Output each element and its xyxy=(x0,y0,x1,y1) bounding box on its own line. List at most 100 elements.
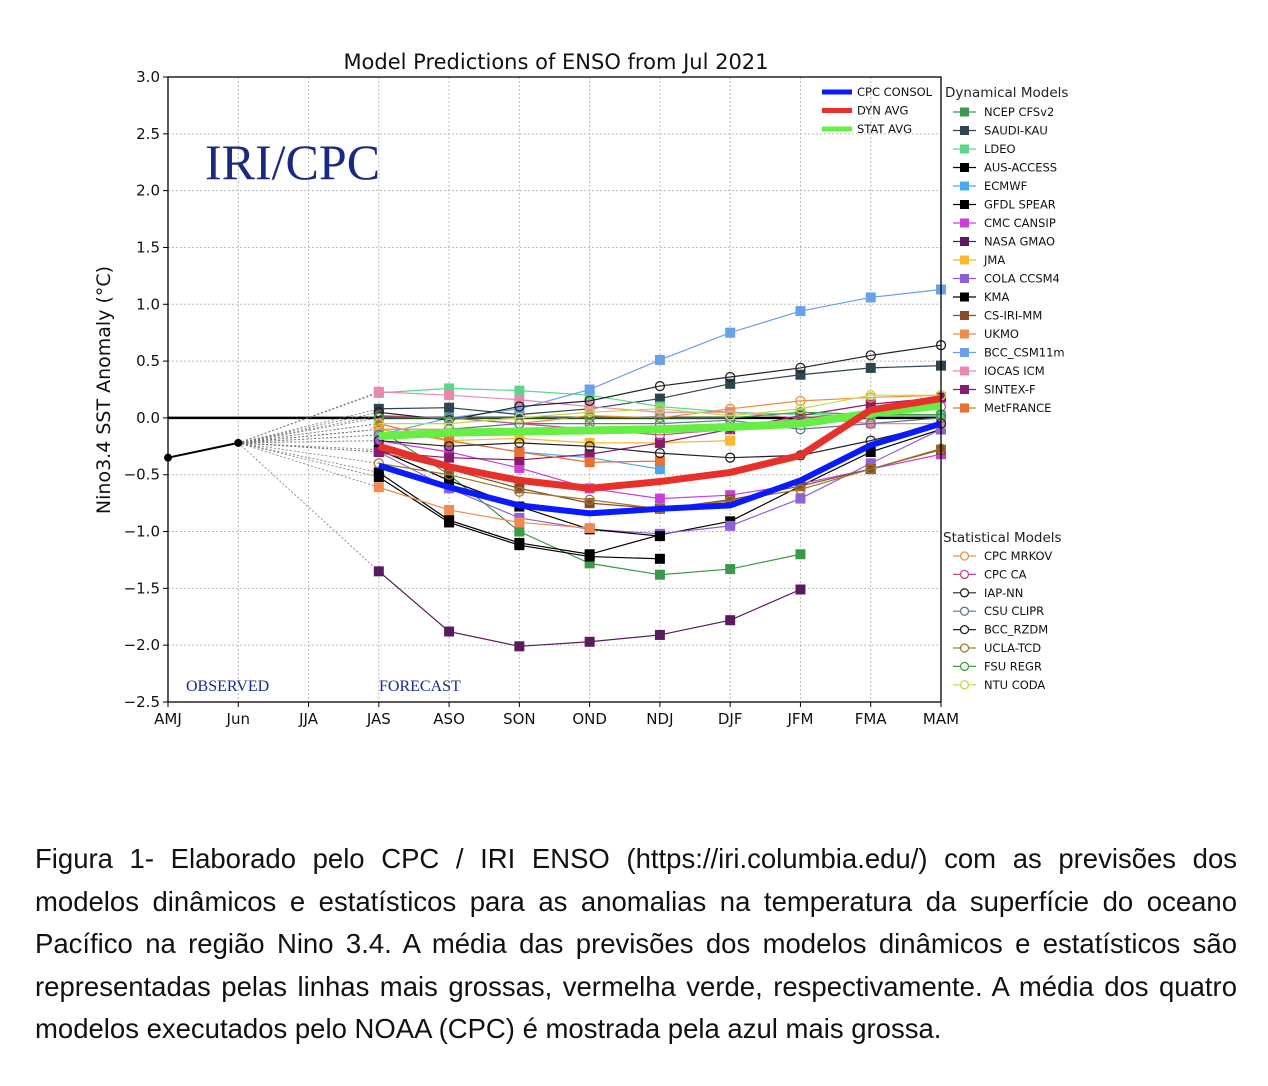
legend-label-cpc-ca: CPC CA xyxy=(984,567,1027,581)
point-fsu-regr xyxy=(443,412,455,424)
point-metfrance xyxy=(444,435,455,446)
series-line-dyn-avg xyxy=(377,395,942,492)
y-tick-label: 2.5 xyxy=(136,125,160,143)
x-tick-label: FMA xyxy=(855,710,888,728)
point-cs-iri-mm xyxy=(725,494,736,505)
point-nasa-gmao xyxy=(584,636,595,647)
forecast-connector xyxy=(238,440,379,444)
legend-label-ntu-coda: NTU CODA xyxy=(984,678,1045,692)
point-cs-iri-mm xyxy=(795,481,806,492)
point-bcc-rzdm xyxy=(514,437,525,449)
point-kma xyxy=(654,531,665,542)
legend-marker-bcc-csm11m xyxy=(960,348,969,357)
point-ucla-tcd xyxy=(865,463,876,475)
legend-marker-cola-ccsm4 xyxy=(960,274,969,283)
point-ntu-coda xyxy=(654,403,666,414)
legend-label-ukmo: UKMO xyxy=(984,327,1019,341)
point-aus-access xyxy=(654,553,665,564)
point-ukmo xyxy=(373,482,384,493)
point-ntu-coda xyxy=(725,410,736,421)
point-sintex-f xyxy=(373,447,384,457)
legend: CPC CONSOL DYN AVG STAT AVG Dynamical Model… xyxy=(822,85,1068,692)
point-saudi-kau xyxy=(514,409,525,420)
point-saudi-kau xyxy=(654,393,665,404)
legend-label-kma: KMA xyxy=(984,290,1009,304)
series-lines xyxy=(164,284,947,652)
point-ncep-cfsv2 xyxy=(654,569,665,580)
point-nasa-gmao xyxy=(795,584,806,595)
legend-marker-gfdl-spear xyxy=(960,200,969,209)
point-ecmwf xyxy=(654,464,665,475)
legend-label-nasa-gmao: NASA GMAO xyxy=(984,235,1055,249)
point-saudi-kau xyxy=(373,403,384,414)
point-nasa-gmao xyxy=(725,615,736,626)
series-line-iap-nn xyxy=(378,344,942,421)
legend-marker-nasa-gmao xyxy=(960,237,969,246)
y-tick-label: 2.0 xyxy=(136,182,160,200)
legend-label-ldeo: LDEO xyxy=(984,142,1016,156)
point-iocas-icm xyxy=(725,407,736,418)
point-metfrance xyxy=(514,447,525,457)
legend-label-cola-ccsm4: COLA CCSM4 xyxy=(984,272,1060,286)
point-bcc-csm11m xyxy=(584,384,595,395)
forecast-connector xyxy=(238,434,379,444)
point-bcc-rzdm xyxy=(654,447,666,459)
observed-label: OBSERVED xyxy=(186,678,269,695)
x-tick-label: JFM xyxy=(786,710,813,728)
legend-label-jma: JMA xyxy=(983,253,1005,267)
y-tick-label: −2.0 xyxy=(124,636,160,654)
point-fsu-regr xyxy=(795,407,806,418)
point-iap-nn xyxy=(584,395,595,407)
legend-label-bcc-rzdm: BCC_RZDM xyxy=(984,623,1048,637)
legend-label-cmc-cansip: CMC CANSIP xyxy=(984,216,1056,230)
point-sintex-f xyxy=(444,452,455,463)
legend-label-sintex-f: SINTEX-F xyxy=(984,383,1036,397)
legend-label-ncep-cfsv2: NCEP CFSv2 xyxy=(984,105,1054,119)
point-fsu-regr xyxy=(373,412,384,424)
legend-marker-csu-clipr xyxy=(959,606,970,616)
point-sintex-f xyxy=(654,437,665,448)
legend-marker-aus-access xyxy=(960,163,969,172)
y-tick-label: −1.0 xyxy=(124,523,160,541)
point-gfdl-spear xyxy=(865,447,876,457)
point-bcc-csm11m xyxy=(654,354,665,365)
legend-label-cpc-consol: CPC CONSOL xyxy=(857,85,933,99)
legend-label-ucla-tcd: UCLA-TCD xyxy=(984,641,1041,655)
figure-caption: Figura 1- Elaborado pelo CPC / IRI ENSO … xyxy=(35,843,1237,1044)
legend-statistical-title: Statistical Models xyxy=(943,530,1062,546)
point-ncep-cfsv2 xyxy=(514,526,525,537)
point-iocas-icm xyxy=(584,401,595,412)
legend-marker-bcc-rzdm xyxy=(959,624,970,635)
point-bcc-rzdm xyxy=(443,441,455,452)
point-iocas-icm xyxy=(373,386,384,397)
point-cola-ccsm4 xyxy=(725,520,736,531)
point-gfdl-spear xyxy=(373,467,384,478)
legend-label-iap-nn: IAP-NN xyxy=(984,586,1023,600)
series-line-jma xyxy=(378,428,731,444)
legend-label-bcc-csm11m: BCC_CSM11m xyxy=(984,346,1065,360)
point-iap-nn xyxy=(373,407,384,418)
legend-marker-cs-iri-mm xyxy=(960,311,969,320)
point-ncep-cfsv2 xyxy=(795,549,806,560)
point-ntu-coda xyxy=(795,403,806,414)
point-ntu-coda xyxy=(443,418,455,429)
point-ntu-coda xyxy=(373,418,384,429)
legend-label-cs-iri-mm: CS-IRI-MM xyxy=(984,309,1042,323)
legend-marker-fsu-regr xyxy=(959,661,970,672)
point-ncep-cfsv2 xyxy=(725,564,736,575)
point-ntu-coda xyxy=(584,407,595,418)
point-ucla-tcd xyxy=(584,494,595,505)
point-iap-nn xyxy=(725,371,736,383)
point-sintex-f xyxy=(514,454,525,465)
legend-label-iocas-icm: IOCAS ICM xyxy=(984,364,1045,378)
point-ucla-tcd xyxy=(514,486,525,497)
point-cola-ccsm4 xyxy=(865,458,876,469)
x-tick-label: AMJ xyxy=(154,710,182,728)
point-saudi-kau xyxy=(865,362,876,373)
point-iap-nn xyxy=(865,350,876,361)
legend-marker-cpc-ca xyxy=(959,569,970,580)
point-ldeo xyxy=(444,383,455,394)
point-nasa-gmao xyxy=(654,629,665,640)
legend-marker-kma xyxy=(960,292,969,302)
forecast-connector xyxy=(238,442,379,451)
